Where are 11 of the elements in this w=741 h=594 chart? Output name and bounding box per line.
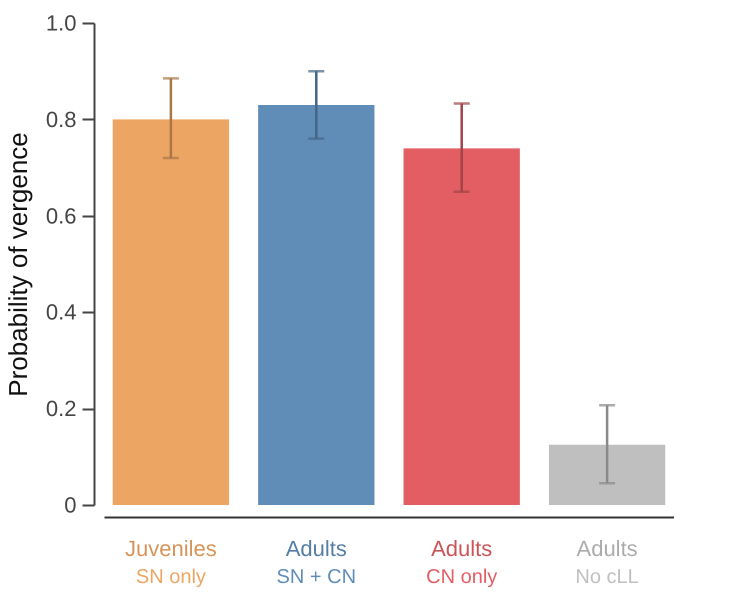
y-tick-label: 1.0 [46, 10, 76, 36]
y-axis-title: Probability of vergence [2, 132, 33, 397]
y-tick-label: 0.6 [46, 203, 76, 228]
category-label: Adults CN only [426, 536, 498, 588]
category-label: Adults No cLL [575, 536, 639, 588]
category-label: Juveniles SN only [125, 536, 217, 588]
y-tick-label: 0 [64, 492, 76, 518]
y-tick-label: 0.4 [46, 300, 76, 325]
category-label: Adults SN + CN [276, 536, 356, 588]
y-tick-label: 0.2 [46, 396, 76, 422]
y-tick-label: 0.8 [46, 106, 76, 132]
